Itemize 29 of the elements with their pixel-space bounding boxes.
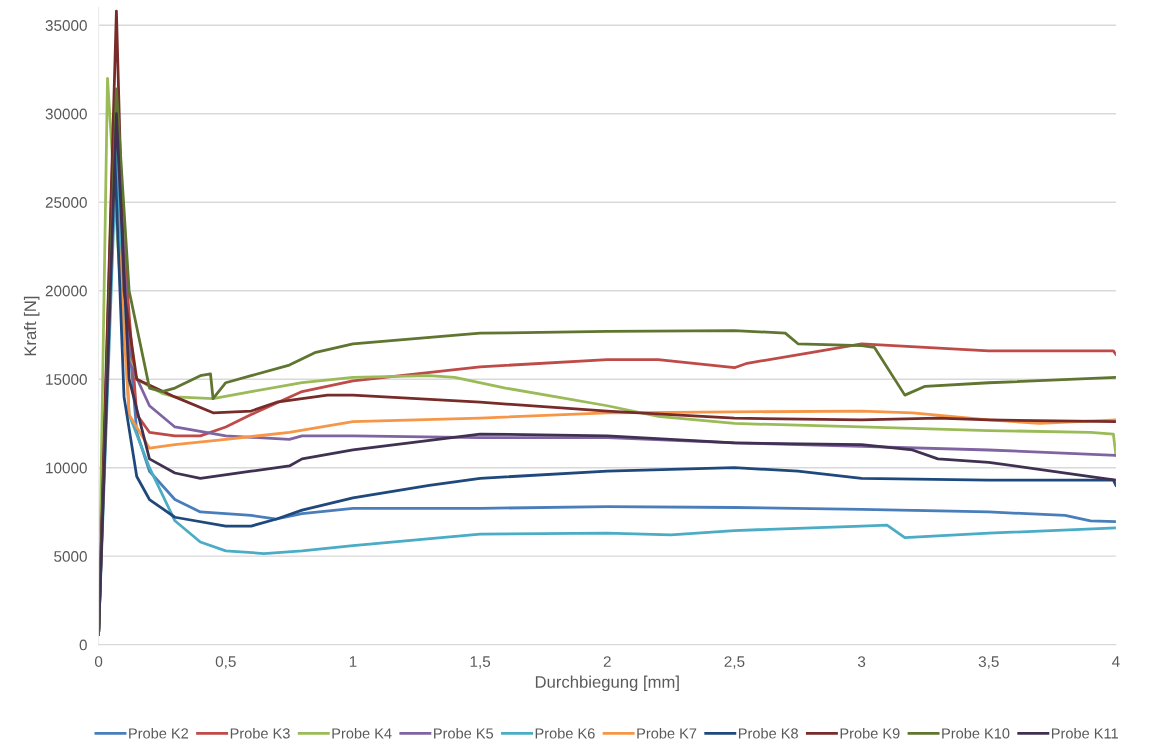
legend-label: Probe K3	[230, 727, 290, 739]
legend-label: Probe K10	[942, 727, 1010, 739]
x-tick-label: 4	[1112, 656, 1120, 667]
y-tick-label: 35000	[45, 20, 87, 31]
x-tick-label: 1,5	[470, 656, 491, 669]
x-tick-label: 2	[603, 656, 611, 667]
legend-label: Probe K4	[332, 727, 392, 739]
x-tick-label: 0	[94, 656, 103, 667]
legend-label: Probe K8	[738, 727, 798, 739]
legend-label: Probe K2	[129, 727, 189, 739]
x-axis-title: Durchbiegung [mm]	[535, 675, 679, 692]
legend-label: Probe K7	[637, 727, 697, 739]
x-tick-label: 2,5	[724, 656, 745, 669]
y-tick-label: 20000	[45, 285, 87, 297]
y-tick-label: 0	[79, 639, 87, 651]
y-tick-label: 25000	[45, 197, 87, 208]
legend-label: Probe K6	[535, 727, 595, 739]
y-tick-label: 15000	[46, 374, 87, 385]
legend-label: Probe K9	[840, 727, 900, 739]
y-axis-title: Kraft [N]	[23, 296, 40, 356]
y-tick-label: 5000	[54, 551, 87, 562]
x-tick-label: 1	[349, 656, 357, 667]
y-tick-label: 10000	[46, 462, 87, 474]
x-tick-label: 3,5	[978, 656, 999, 669]
y-tick-label: 30000	[45, 108, 87, 120]
x-tick-label: 3	[857, 656, 866, 667]
legend-label: Probe K11	[1051, 727, 1118, 739]
legend-label: Probe K5	[434, 727, 494, 739]
x-tick-label: 0,5	[215, 656, 236, 669]
